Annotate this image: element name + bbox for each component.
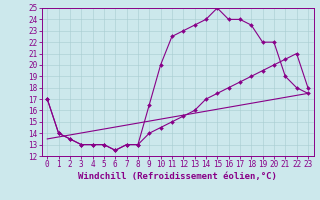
X-axis label: Windchill (Refroidissement éolien,°C): Windchill (Refroidissement éolien,°C)	[78, 172, 277, 181]
